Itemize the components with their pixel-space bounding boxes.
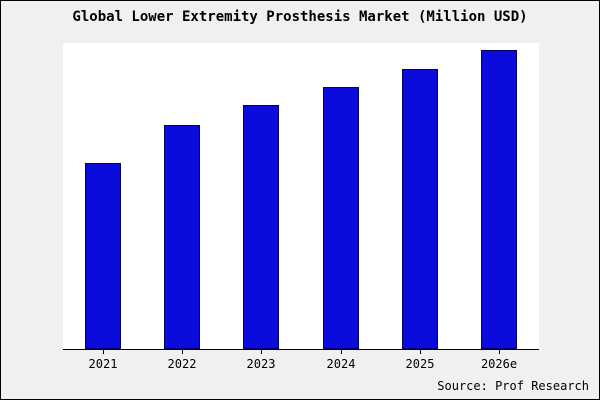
x-tick-label-2021: 2021 [88,357,118,371]
x-tick [420,350,421,354]
x-tick-label-2024: 2024 [326,357,356,371]
x-tick [103,350,104,354]
x-tick-label-2025: 2025 [405,357,435,371]
x-tick-label-2022: 2022 [167,357,197,371]
x-tick-label-2026e: 2026e [480,357,518,371]
x-tick-label-2023: 2023 [246,357,276,371]
x-tick [182,350,183,354]
bar-2022 [164,125,200,349]
bar-2023 [243,105,279,349]
bar-2021 [85,163,121,349]
x-tick [341,350,342,354]
bar-2026e [481,50,517,349]
chart-title: Global Lower Extremity Prosthesis Market… [72,9,528,25]
x-tick [261,350,262,354]
source-text: Source: Prof Research [437,379,589,393]
plot-area [63,43,539,350]
bar-2024 [323,87,359,349]
x-tick [499,350,500,354]
bar-2025 [402,69,438,349]
